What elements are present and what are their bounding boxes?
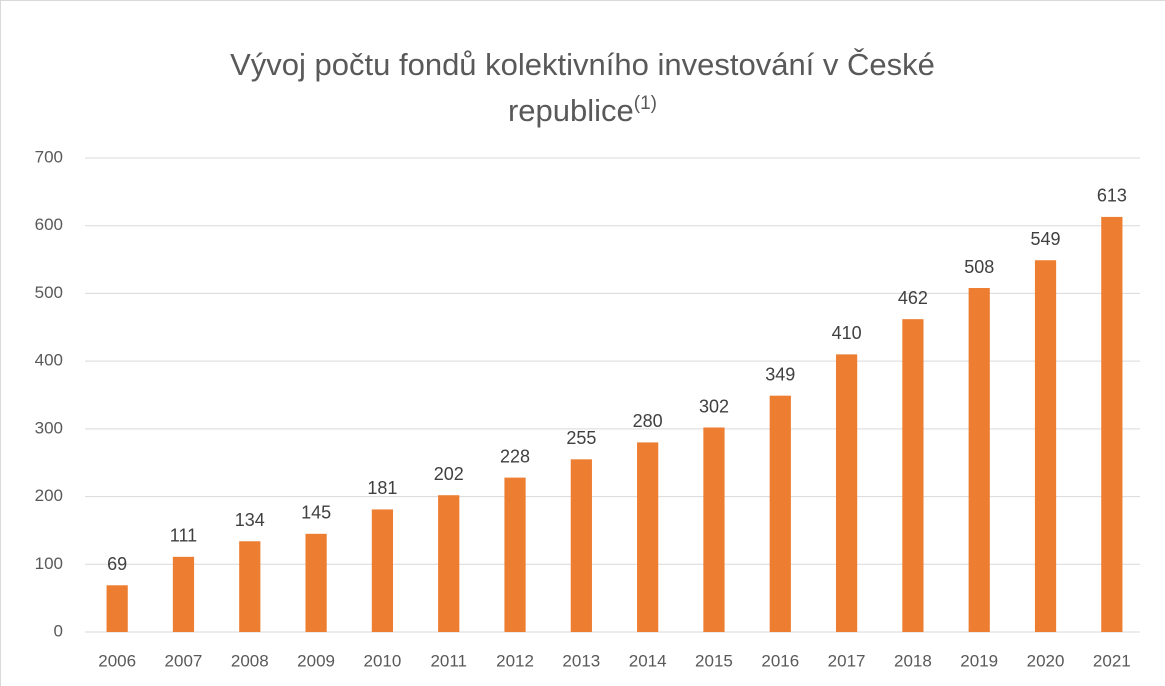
data-label: 462 <box>898 288 928 308</box>
x-tick-label: 2013 <box>562 651 600 670</box>
data-label: 111 <box>170 526 197 546</box>
data-label: 410 <box>832 323 862 343</box>
bar <box>1101 216 1123 632</box>
bar <box>106 585 128 632</box>
data-label: 349 <box>765 364 795 384</box>
data-label: 255 <box>566 428 596 448</box>
y-tick-label: 700 <box>35 147 63 166</box>
y-tick-label: 400 <box>35 351 63 370</box>
x-tick-label: 2016 <box>761 651 799 670</box>
bar <box>371 509 394 632</box>
bar <box>902 319 924 632</box>
x-tick-label: 2017 <box>828 651 866 670</box>
x-tick-label: 2011 <box>430 651 467 670</box>
chart-title-text: Vývoj počtu fondů kolektivního investová… <box>193 42 973 134</box>
title-superscript: (1) <box>633 93 658 114</box>
bar <box>172 556 195 632</box>
x-tick-label: 2021 <box>1093 651 1131 670</box>
data-label: 181 <box>367 478 397 498</box>
x-tick-label: 2006 <box>98 651 136 670</box>
y-tick-label: 500 <box>35 283 63 302</box>
data-label: 280 <box>633 411 663 431</box>
data-label: 228 <box>500 446 530 466</box>
y-tick-label: 200 <box>35 486 63 505</box>
bar <box>504 477 526 632</box>
data-label: 69 <box>107 554 127 574</box>
bar <box>305 533 327 632</box>
data-label: 202 <box>434 464 464 484</box>
y-tick-label: 0 <box>54 621 63 640</box>
bar <box>769 395 791 632</box>
x-tick-label: 2009 <box>297 651 335 670</box>
x-tick-label: 2012 <box>496 651 534 670</box>
chart-title-box: Vývoj počtu fondů kolektivního investová… <box>0 42 1165 134</box>
data-label: 613 <box>1097 186 1127 206</box>
x-tick-label: 2007 <box>165 651 203 670</box>
data-label: 302 <box>699 396 729 416</box>
x-tick-label: 2020 <box>1027 651 1065 670</box>
data-label: 145 <box>301 503 331 523</box>
y-tick-label: 300 <box>35 418 63 437</box>
bar <box>968 288 990 632</box>
x-tick-label: 2019 <box>960 651 998 670</box>
x-tick-label: 2014 <box>629 651 667 670</box>
x-tick-label: 2008 <box>231 651 269 670</box>
data-label: 549 <box>1031 229 1061 249</box>
bar <box>835 354 858 632</box>
y-tick-label: 600 <box>35 215 63 234</box>
bar <box>570 459 592 632</box>
x-tick-label: 2018 <box>894 651 932 670</box>
data-label: 508 <box>964 257 994 277</box>
bar <box>637 442 659 632</box>
x-tick-label: 2015 <box>695 651 733 670</box>
bar <box>239 541 261 632</box>
data-label: 134 <box>235 510 265 530</box>
y-tick-label: 100 <box>35 554 63 573</box>
chart-title: Vývoj počtu fondů kolektivního investová… <box>230 47 935 128</box>
bar <box>703 427 725 632</box>
bar <box>438 495 460 632</box>
x-tick-label: 2010 <box>363 651 401 670</box>
bar <box>1034 260 1057 632</box>
